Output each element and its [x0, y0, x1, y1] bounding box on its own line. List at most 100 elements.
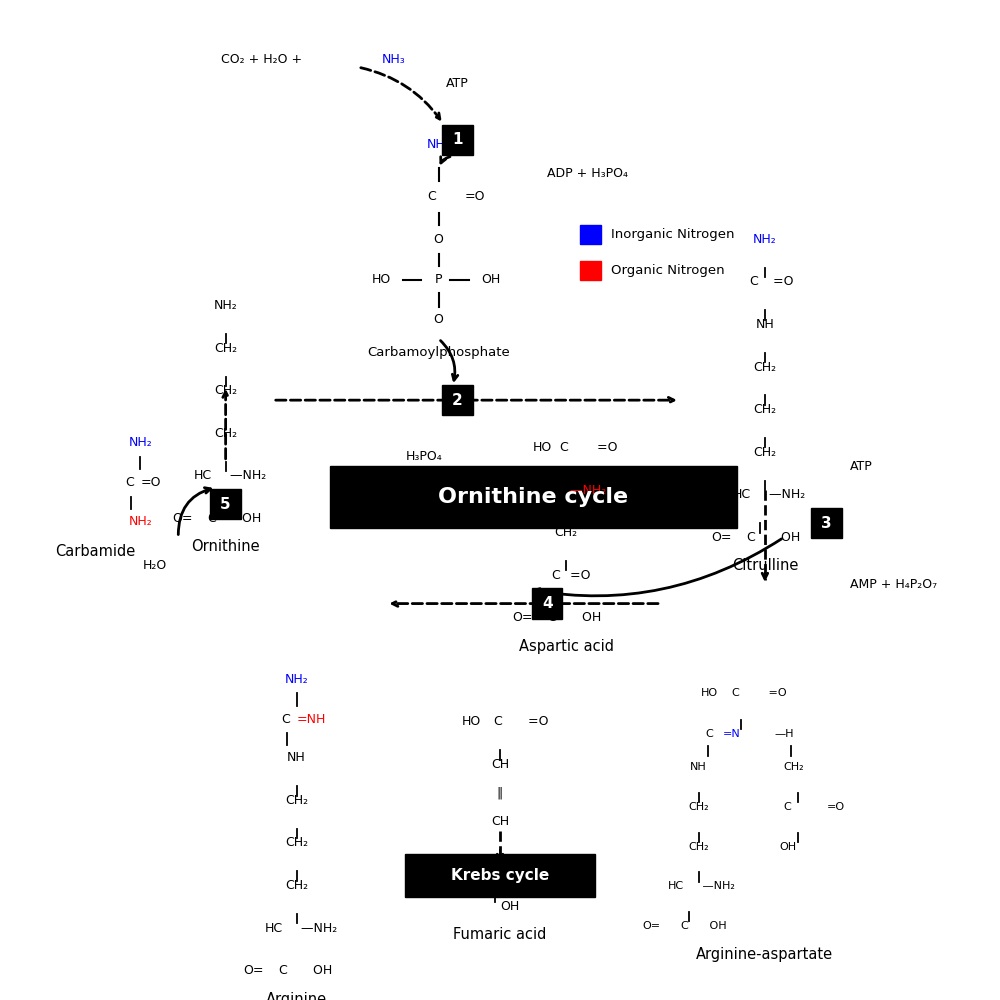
Text: —NH₂: —NH₂: [226, 469, 266, 482]
Text: =N: =N: [723, 729, 741, 739]
Text: =O: =O: [826, 802, 845, 812]
Bar: [210, 489, 241, 519]
Text: C: C: [705, 729, 713, 739]
Text: CH₂: CH₂: [285, 836, 308, 849]
Text: OH: OH: [566, 611, 601, 624]
Text: NH₂: NH₂: [129, 436, 152, 449]
Text: C: C: [493, 715, 502, 728]
Text: ATP: ATP: [446, 77, 469, 90]
Text: HC: HC: [733, 488, 751, 501]
Text: HC: HC: [668, 881, 684, 891]
Bar: [330, 466, 737, 528]
Text: O: O: [434, 233, 443, 246]
Text: CH₂: CH₂: [214, 342, 237, 355]
Text: =NH: =NH: [297, 713, 326, 726]
Text: OH: OH: [481, 273, 500, 286]
Text: C: C: [681, 921, 688, 931]
Text: CO₂ + H₂O +: CO₂ + H₂O +: [221, 53, 306, 66]
Text: O=: O=: [172, 512, 193, 525]
Text: C: C: [732, 688, 740, 698]
Text: CH₂: CH₂: [285, 879, 308, 892]
Text: Krebs cycle: Krebs cycle: [451, 868, 549, 883]
Text: =O: =O: [465, 190, 485, 203]
Bar: [580, 261, 601, 280]
Bar: [811, 508, 842, 538]
Text: —NH₂: —NH₂: [566, 484, 606, 497]
Text: C: C: [485, 857, 493, 870]
Text: C: C: [548, 611, 556, 624]
Text: Carbamide: Carbamide: [55, 544, 136, 559]
Bar: [532, 588, 562, 619]
Text: NH₂: NH₂: [285, 673, 308, 686]
Text: CH₂: CH₂: [784, 762, 804, 772]
Text: =O: =O: [765, 688, 787, 698]
Text: NH₂: NH₂: [427, 138, 450, 151]
Text: O=: O=: [643, 921, 661, 931]
Text: O=: O=: [711, 531, 732, 544]
Text: P: P: [435, 273, 442, 286]
Text: OH: OH: [699, 921, 726, 931]
Text: =O: =O: [140, 476, 161, 489]
Text: ATP: ATP: [850, 460, 873, 473]
Text: CH₂: CH₂: [285, 794, 308, 807]
Text: CH₂: CH₂: [688, 802, 709, 812]
Text: CH₂: CH₂: [214, 384, 237, 397]
Text: C: C: [207, 512, 216, 525]
Text: O=: O=: [513, 611, 533, 624]
Text: C: C: [125, 476, 134, 489]
Text: —NH₂: —NH₂: [765, 488, 805, 501]
Text: H₂O: H₂O: [143, 559, 167, 572]
Text: 2: 2: [452, 393, 463, 408]
Text: C: C: [551, 569, 560, 582]
Text: C: C: [428, 190, 436, 203]
Text: —H: —H: [774, 729, 794, 739]
Text: NH: NH: [756, 318, 774, 331]
Text: Ornithine cycle: Ornithine cycle: [438, 487, 628, 507]
Text: O: O: [434, 313, 443, 326]
Text: OH: OH: [297, 964, 332, 977]
Text: CH₂: CH₂: [214, 427, 237, 440]
Text: =O: =O: [593, 441, 617, 454]
Text: O=: O=: [243, 964, 263, 977]
Text: AMP + H₄P₂O₇: AMP + H₄P₂O₇: [850, 578, 937, 591]
Text: OH: OH: [765, 531, 800, 544]
Text: ADP + H₃PO₄: ADP + H₃PO₄: [547, 167, 628, 180]
Text: Inorganic Nitrogen: Inorganic Nitrogen: [611, 228, 734, 241]
Text: OH: OH: [226, 512, 261, 525]
Text: HC: HC: [264, 922, 282, 935]
Text: Arginine-aspartate: Arginine-aspartate: [696, 947, 833, 962]
Text: Citrulline: Citrulline: [732, 558, 798, 573]
Text: NH₂: NH₂: [214, 299, 237, 312]
Text: CH₂: CH₂: [753, 446, 776, 459]
Text: 4: 4: [542, 596, 553, 611]
Text: Carbamoylphosphate: Carbamoylphosphate: [367, 346, 510, 359]
Text: 3: 3: [821, 516, 832, 531]
Text: CH: CH: [491, 758, 509, 771]
Text: HC: HC: [534, 484, 552, 497]
Bar: [405, 854, 595, 897]
Text: CH₂: CH₂: [753, 361, 776, 374]
Text: C: C: [278, 964, 287, 977]
Text: Aspartic acid: Aspartic acid: [519, 639, 614, 654]
Text: NH: NH: [287, 751, 306, 764]
Text: =O: =O: [500, 857, 524, 870]
Text: Organic Nitrogen: Organic Nitrogen: [611, 264, 724, 277]
Text: HO: HO: [533, 441, 552, 454]
Text: NH: NH: [690, 762, 707, 772]
Text: Ornithine: Ornithine: [191, 539, 260, 554]
Text: CH₂: CH₂: [753, 403, 776, 416]
Text: CH₂: CH₂: [555, 526, 578, 539]
Text: HO: HO: [700, 688, 718, 698]
Text: HO: HO: [372, 273, 391, 286]
Bar: [580, 225, 601, 244]
Text: CH: CH: [491, 815, 509, 828]
Text: CH₂: CH₂: [688, 842, 709, 852]
Text: NH₃: NH₃: [382, 53, 405, 66]
Text: C: C: [784, 802, 792, 812]
Text: OH: OH: [500, 900, 519, 913]
Text: NH₂: NH₂: [753, 233, 777, 246]
Text: —NH₂: —NH₂: [699, 881, 735, 891]
Text: ‖: ‖: [497, 786, 503, 799]
Text: —NH₂: —NH₂: [297, 922, 337, 935]
Text: NH₂: NH₂: [129, 515, 152, 528]
